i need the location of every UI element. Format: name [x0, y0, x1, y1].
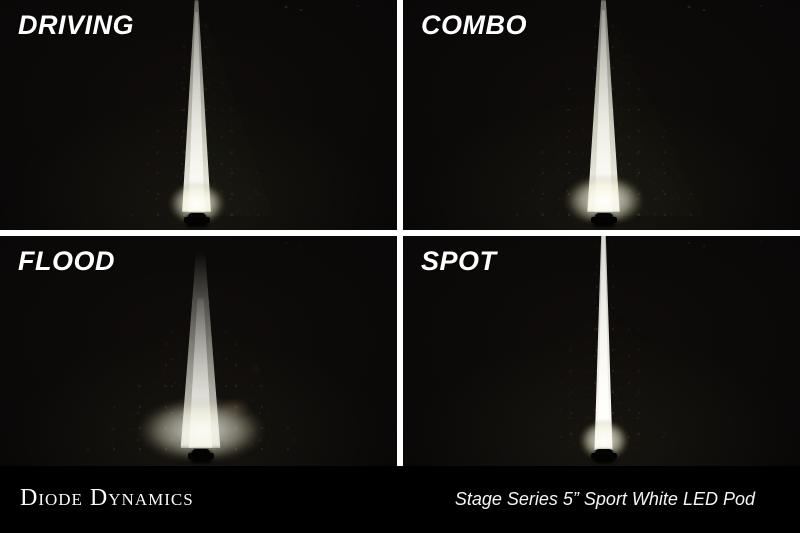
led-pod-silhouette	[590, 449, 617, 459]
panel-driving: DRIVING	[0, 0, 397, 230]
led-pod-silhouette	[183, 213, 210, 223]
panel-label-combo: COMBO	[421, 10, 527, 40]
light-source-flare	[120, 392, 281, 458]
footer-bar: Diode Dynamics Stage Series 5” Sport Whi…	[0, 466, 800, 533]
grid-divider-horizontal	[0, 230, 800, 236]
brand-wordmark: Diode Dynamics	[20, 484, 194, 511]
panel-label-driving: DRIVING	[18, 10, 135, 40]
distant-lights	[0, 238, 397, 250]
led-pod-silhouette	[590, 213, 617, 223]
panel-label-flood: FLOOD	[18, 246, 115, 276]
led-pod-silhouette	[187, 449, 214, 459]
product-caption: Stage Series 5” Sport White LED Pod	[454, 488, 755, 509]
panel-spot: SPOT	[403, 236, 800, 466]
panel-flood: FLOOD	[0, 236, 397, 466]
panel-label-spot: SPOT	[421, 246, 497, 276]
panel-combo: COMBO	[403, 0, 800, 230]
light-beam-core	[597, 236, 610, 450]
